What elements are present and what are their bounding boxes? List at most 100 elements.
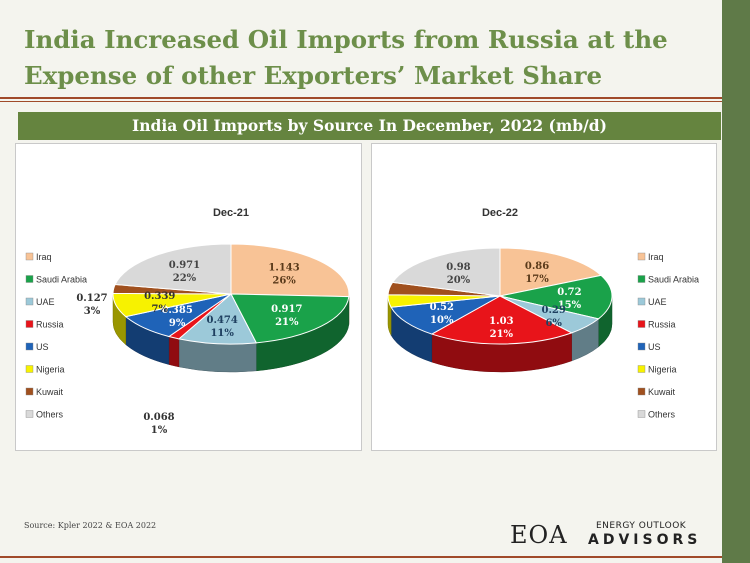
pie-chart-dec21: Dec-21 1.143 26% 0.917 21% 0.474 11% 0.068 1% 0.3… xyxy=(25,207,350,436)
chart-legend: Iraq Saudi Arabia UAE Russia US Nigeria Kuwait… xyxy=(25,252,87,420)
logo-main-text: EOA xyxy=(510,521,568,549)
logo-line1: ENERGY OUTLOOK xyxy=(596,521,687,531)
legend-item-russia: Russia xyxy=(25,320,64,330)
data-value: 0.127 xyxy=(76,293,107,304)
data-label-nigeria: 0.339 7% xyxy=(144,291,175,315)
legend-label: Saudi Arabia xyxy=(648,275,699,285)
pie-slice-iraq xyxy=(499,247,603,297)
data-value: 0.971 xyxy=(169,260,200,271)
data-label-us: 0.385 9% xyxy=(161,305,192,329)
legend-item-others: Others xyxy=(637,410,676,420)
legend-item-saudi-arabia: Saudi Arabia xyxy=(637,275,699,285)
legend-swatch xyxy=(25,387,34,396)
legend-item-us: US xyxy=(25,342,49,352)
legend-item-us: US xyxy=(637,342,661,352)
pie-slices xyxy=(112,243,350,345)
legend-item-kuwait: Kuwait xyxy=(637,387,676,397)
data-label-kuwait: 0.127 3% xyxy=(76,293,107,317)
pie-slices xyxy=(387,247,613,345)
legend-label: Russia xyxy=(36,320,64,330)
pie-slice-saudi-arabia xyxy=(499,274,613,320)
data-percent: 20% xyxy=(447,275,471,286)
legend-label: Nigeria xyxy=(648,365,677,375)
right-accent-bar xyxy=(722,0,750,563)
data-value: 0.917 xyxy=(271,304,302,315)
pie-sides xyxy=(112,293,350,373)
legend-item-nigeria: Nigeria xyxy=(25,365,65,375)
data-label-others: 0.98 20% xyxy=(446,262,470,286)
data-label-uae: 0.29 6% xyxy=(541,305,565,329)
legend-label: Nigeria xyxy=(36,365,65,375)
legend-label: Iraq xyxy=(36,252,52,262)
legend-label: Iraq xyxy=(648,252,664,262)
legend-swatch xyxy=(25,365,34,373)
legend-swatch xyxy=(25,410,34,418)
legend-label: US xyxy=(36,342,49,352)
legend-item-kuwait: Kuwait xyxy=(25,387,64,397)
legend-swatch xyxy=(25,252,34,261)
title-rule xyxy=(0,97,722,99)
legend-swatch xyxy=(637,342,646,351)
legend-item-uae: UAE xyxy=(637,297,667,307)
source-note: Source: Kpler 2022 & EOA 2022 xyxy=(24,521,157,530)
data-percent: 3% xyxy=(84,306,101,317)
legend-item-iraq: Iraq xyxy=(637,252,664,262)
pie-chart-dec22: Dec-22 0.86 17% 0.72 15%0.29 6% 1.03 21% 0.52 10%… xyxy=(387,207,699,420)
data-percent: 11% xyxy=(210,328,234,339)
data-value: 0.98 xyxy=(446,262,470,273)
data-label-others: 0.971 22% xyxy=(169,260,200,284)
pie-sides xyxy=(387,295,613,373)
legend-swatch xyxy=(25,342,34,351)
slide-title: India Increased Oil Imports from Russia … xyxy=(24,25,668,90)
chart-legend: Iraq Saudi Arabia UAE Russia US Nigeria Kuwait… xyxy=(637,252,699,420)
data-label-saudi-arabia: 0.72 15% xyxy=(557,287,581,311)
logo-line2: ADVISORS xyxy=(588,532,702,548)
chart-title: Dec-22 xyxy=(482,207,518,219)
data-percent: 15% xyxy=(558,300,582,311)
pie-slice-uae xyxy=(177,293,258,345)
legend-label: Russia xyxy=(648,320,676,330)
legend-label: Kuwait xyxy=(36,387,64,397)
pie-slice-russia xyxy=(430,295,573,345)
chart-panel-dec22: Dec-22 0.86 17% 0.72 15% 0.29 6% 1.03 21% 0.52 10%… xyxy=(371,143,717,451)
eoa-logo: EOA ENERGY OUTLOOK ADVISORS xyxy=(510,521,715,549)
legend-swatch xyxy=(25,297,34,306)
legend-label: Others xyxy=(36,410,64,420)
legend-swatch xyxy=(637,365,646,373)
pie-slice-others xyxy=(114,243,232,295)
legend-swatch xyxy=(637,252,646,261)
legend-label: US xyxy=(648,342,661,352)
chart-banner: India Oil Imports by Source In December,… xyxy=(18,112,721,140)
legend-swatch xyxy=(637,297,646,306)
data-label-us: 0.52 10% xyxy=(430,302,454,326)
data-percent: 9% xyxy=(169,318,186,329)
legend-label: Others xyxy=(648,410,676,420)
legend-item-nigeria: Nigeria xyxy=(637,365,677,375)
legend-swatch xyxy=(637,320,646,328)
pie-side-russia xyxy=(168,336,180,368)
legend-item-uae: UAE xyxy=(25,297,55,307)
data-value: 0.068 xyxy=(143,412,174,423)
data-value: 0.339 xyxy=(144,291,175,302)
legend-item-others: Others xyxy=(25,410,64,420)
legend-item-saudi-arabia: Saudi Arabia xyxy=(25,275,87,285)
data-value: 0.86 xyxy=(525,261,549,272)
data-label-uae: 0.474 11% xyxy=(207,315,238,339)
data-value: 1.143 xyxy=(268,263,299,274)
data-percent: 1% xyxy=(151,425,168,436)
data-value: 0.52 xyxy=(430,302,454,313)
pie-slice-others xyxy=(391,247,501,297)
data-value: 0.72 xyxy=(557,287,581,298)
data-value: 0.29 xyxy=(541,305,565,316)
legend-label: UAE xyxy=(648,297,667,307)
data-percent: 21% xyxy=(275,317,299,328)
pie-data-labels: 1.14326%0.91721%0.47411%0.0681%0.3859%0.… xyxy=(76,260,302,436)
data-value: 1.03 xyxy=(489,316,513,327)
legend-swatch xyxy=(25,275,34,283)
legend-swatch xyxy=(637,410,646,418)
legend-label: Saudi Arabia xyxy=(36,275,87,285)
data-percent: 22% xyxy=(173,273,197,284)
data-percent: 7% xyxy=(152,304,169,315)
chart-panel-dec21: Dec-21 1.143 26% 0.917 21% 0.474 11% 0.068 1% 0.3… xyxy=(15,143,362,451)
data-label-russia: 0.068 1% xyxy=(143,412,174,436)
